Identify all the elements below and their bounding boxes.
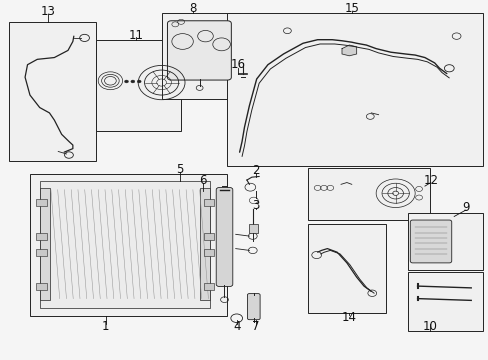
FancyBboxPatch shape [409, 220, 451, 263]
Bar [199, 188, 210, 300]
Bar [40, 188, 50, 300]
Text: 15: 15 [344, 2, 359, 15]
Text: 10: 10 [422, 320, 436, 333]
Text: 7: 7 [252, 320, 260, 333]
Text: 12: 12 [423, 174, 437, 186]
Text: 1: 1 [102, 320, 109, 333]
Text: 14: 14 [341, 311, 356, 324]
Text: 4: 4 [232, 320, 240, 333]
Bar [36, 249, 46, 256]
Text: 9: 9 [461, 201, 468, 214]
FancyBboxPatch shape [167, 21, 231, 80]
Bar [96, 40, 181, 131]
Bar [40, 181, 210, 307]
Bar [407, 213, 483, 270]
Text: 3: 3 [252, 199, 259, 212]
FancyBboxPatch shape [247, 294, 260, 320]
Bar [203, 233, 214, 240]
Circle shape [124, 80, 128, 83]
Text: 5: 5 [176, 163, 183, 176]
Text: 16: 16 [230, 58, 245, 71]
Bar [203, 249, 214, 256]
Text: 2: 2 [252, 163, 260, 176]
Bar [30, 174, 227, 316]
Bar [203, 283, 214, 290]
Text: 11: 11 [128, 28, 143, 41]
Bar [36, 199, 46, 206]
Circle shape [137, 80, 141, 83]
Text: 6: 6 [199, 174, 206, 186]
Bar [407, 272, 483, 331]
Bar [248, 224, 257, 233]
Bar [161, 13, 239, 99]
FancyBboxPatch shape [216, 188, 232, 287]
Bar [36, 283, 46, 290]
Text: 8: 8 [189, 2, 197, 15]
Bar [203, 199, 214, 206]
Circle shape [131, 80, 135, 83]
Bar [307, 168, 429, 220]
Bar [9, 22, 96, 161]
Polygon shape [341, 45, 356, 56]
Bar [227, 13, 483, 166]
Bar [307, 224, 385, 313]
Bar [36, 233, 46, 240]
Text: 13: 13 [41, 5, 56, 18]
